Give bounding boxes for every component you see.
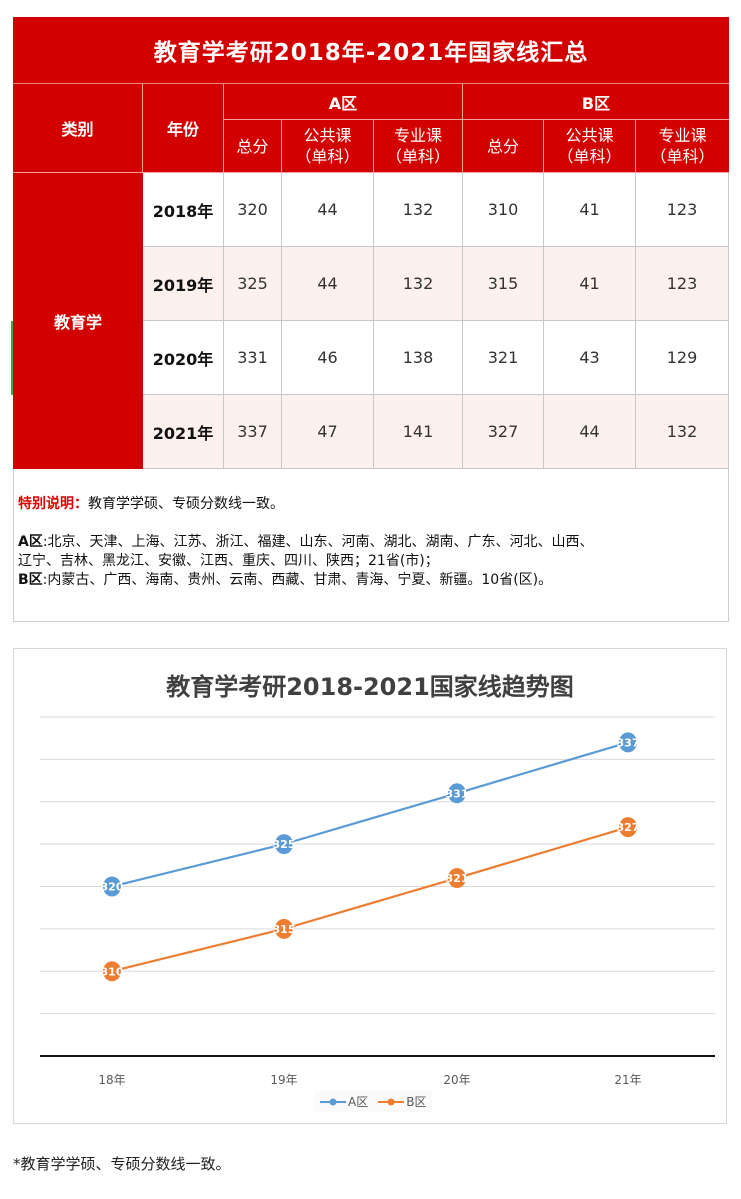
chart-title: 教育学考研2018-2021国家线趋势图	[166, 673, 574, 701]
table-cell-year: 2018年	[143, 173, 224, 247]
table-cell-b-major: 129	[636, 321, 729, 395]
table-cell-a-total: 331	[224, 321, 282, 395]
table-cell-b-total: 310	[463, 173, 544, 247]
x-tick-label: 19年	[270, 1073, 297, 1087]
table-cell-a-total: 320	[224, 173, 282, 247]
legend-line-marker-icon	[378, 1098, 405, 1105]
table-cell-a-public: 47	[282, 395, 374, 469]
x-tick-label: 20年	[443, 1073, 470, 1087]
legend-item-a[interactable]: A区	[320, 1093, 368, 1110]
header-a-major-label: 专业课	[393, 126, 442, 145]
table-cell-b-major: 132	[636, 395, 729, 469]
selection-edge-marker	[11, 321, 13, 395]
table-cell-year: 2021年	[143, 395, 224, 469]
data-point-marker[interactable]	[448, 868, 466, 889]
table-cell-a-total: 325	[224, 247, 282, 321]
table-cell-b-total: 327	[463, 395, 544, 469]
table-cell-a-public: 44	[282, 173, 374, 247]
header-zone-a: A区	[224, 84, 463, 120]
legend-label-a: A区	[348, 1095, 369, 1109]
data-label: 315	[273, 923, 296, 936]
x-tick-label: 18年	[98, 1073, 125, 1087]
x-tick-label: 21年	[614, 1073, 641, 1087]
data-point-marker[interactable]	[275, 918, 293, 939]
data-label: 320	[101, 881, 124, 894]
header-category: 类别	[13, 84, 143, 173]
table-cell-b-public: 43	[544, 321, 636, 395]
legend-item-b[interactable]: B区	[378, 1093, 426, 1110]
table-cell-b-total: 315	[463, 247, 544, 321]
data-point-marker[interactable]	[448, 783, 466, 804]
table-cell-b-major: 123	[636, 247, 729, 321]
table-cell-a-public: 46	[282, 321, 374, 395]
table-title: 教育学考研2018年-2021年国家线汇总	[13, 17, 729, 84]
data-label: 310	[101, 965, 124, 978]
data-label: 327	[617, 821, 640, 834]
header-zone-b: B区	[463, 84, 729, 120]
header-b-major-sub: （单科）	[650, 147, 715, 166]
zone-a-provinces-1: :北京、天津、上海、江苏、浙江、福建、山东、河南、湖北、湖南、广东、河北、山西、	[42, 534, 594, 550]
header-a-public-sub: （单科）	[295, 147, 360, 166]
data-label: 321	[446, 872, 469, 885]
data-point-marker[interactable]	[619, 817, 637, 838]
special-note: 特别说明：教育学学硕、专硕分数线一致。 A区:北京、天津、上海、江苏、浙江、福建…	[13, 469, 729, 622]
table-cell-year: 2019年	[143, 247, 224, 321]
series-line	[111, 741, 629, 888]
table-cell-b-total: 321	[463, 321, 544, 395]
data-label: 325	[273, 838, 296, 851]
header-a-major-sub: （单科）	[385, 147, 450, 166]
data-point-marker[interactable]	[275, 834, 293, 855]
series-line	[111, 826, 629, 973]
note-label: 特别说明：	[18, 496, 88, 512]
header-b-major-label: 专业课	[658, 126, 707, 145]
table-cell-b-public: 41	[544, 173, 636, 247]
header-b-public: 公共课 （单科）	[544, 120, 636, 173]
zone-a-label: A区	[18, 534, 43, 550]
header-a-public-label: 公共课	[303, 126, 352, 145]
note-text: 教育学学硕、专硕分数线一致。	[88, 496, 284, 512]
data-point-marker[interactable]	[103, 961, 121, 982]
category-cell: 教育学	[13, 173, 143, 469]
zone-b-line: B区:内蒙古、广西、海南、贵州、云南、西藏、甘肃、青海、宁夏、新疆。10省(区)…	[18, 571, 728, 590]
header-a-major: 专业课 （单科）	[374, 120, 463, 173]
table-cell-year: 2020年	[143, 321, 224, 395]
table-cell-a-major: 138	[374, 321, 463, 395]
zone-b-provinces: :内蒙古、广西、海南、贵州、云南、西藏、甘肃、青海、宁夏、新疆。10省(区)。	[42, 572, 553, 588]
trend-chart: 教育学考研2018-2021国家线趋势图 18年 19年 20年 21年 320 325 3…	[13, 648, 727, 1124]
table-cell-b-major: 123	[636, 173, 729, 247]
zone-a-line2: 辽宁、吉林、黑龙江、安徽、江西、重庆、四川、陕西；21省(市)；	[18, 553, 439, 569]
data-label: 337	[617, 736, 640, 749]
legend-label-b: B区	[406, 1095, 427, 1109]
header-b-total: 总分	[463, 120, 544, 173]
header-b-public-label: 公共课	[565, 126, 614, 145]
zone-b-label: B区	[18, 572, 43, 588]
data-point-marker[interactable]	[619, 732, 637, 753]
header-year: 年份	[143, 84, 224, 173]
header-b-major: 专业课 （单科）	[636, 120, 729, 173]
footnote: *教育学学硕、专硕分数线一致。	[13, 1155, 231, 1173]
table-cell-a-major: 141	[374, 395, 463, 469]
line-chart-plot: 18年 19年 20年 21年 320 325 331 337 310 315 321 327	[40, 716, 715, 1087]
table-cell-b-public: 41	[544, 247, 636, 321]
header-a-public: 公共课 （单科）	[282, 120, 374, 173]
chart-legend: A区 B区	[314, 1091, 433, 1112]
table-cell-a-total: 337	[224, 395, 282, 469]
header-b-public-sub: （单科）	[557, 147, 622, 166]
table-cell-a-public: 44	[282, 247, 374, 321]
zone-a-line1: A区:北京、天津、上海、江苏、浙江、福建、山东、河南、湖北、湖南、广东、河北、山…	[18, 533, 728, 552]
table-cell-a-major: 132	[374, 247, 463, 321]
table-cell-b-public: 44	[544, 395, 636, 469]
data-label: 331	[446, 787, 469, 800]
data-point-marker[interactable]	[103, 876, 121, 897]
note-line: 特别说明：教育学学硕、专硕分数线一致。	[18, 495, 728, 514]
table-cell-a-major: 132	[374, 173, 463, 247]
header-a-total: 总分	[224, 120, 282, 173]
legend-line-marker-icon	[320, 1098, 346, 1105]
